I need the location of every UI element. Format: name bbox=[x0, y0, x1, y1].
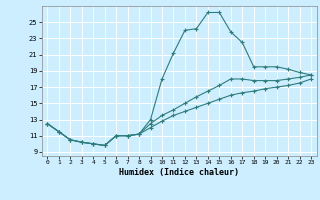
X-axis label: Humidex (Indice chaleur): Humidex (Indice chaleur) bbox=[119, 168, 239, 177]
